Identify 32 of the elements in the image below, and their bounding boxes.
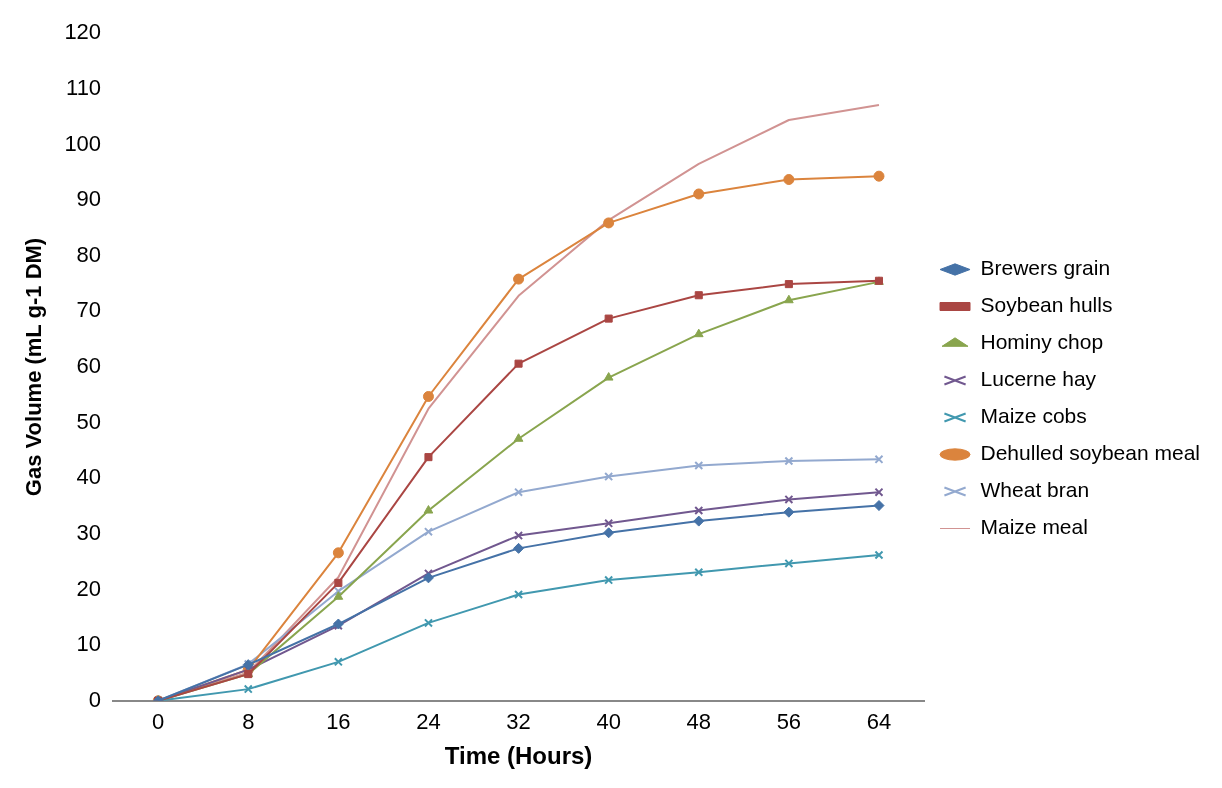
x-tick-label: 48: [686, 709, 712, 735]
legend-label: Maize meal: [980, 515, 1088, 539]
x-tick-label: 56: [776, 709, 802, 735]
legend-label: Dehulled soybean meal: [980, 441, 1201, 465]
y-tick-label: 0: [88, 686, 102, 712]
legend-label: Wheat bran: [980, 478, 1090, 502]
x-tick-label: 32: [506, 709, 531, 735]
y-tick-label: 40: [76, 464, 102, 490]
legend-label: Lucerne hay: [980, 367, 1097, 391]
legend-label: Soybean hulls: [980, 293, 1113, 317]
y-tick-label: 50: [76, 408, 102, 434]
y-tick-label: 20: [76, 575, 102, 601]
y-tick-label: 100: [64, 130, 102, 156]
x-tick-label: 8: [242, 709, 255, 735]
y-tick-label: 60: [76, 353, 102, 379]
x-tick-label: 40: [596, 709, 621, 735]
legend-label: Brewers grain: [980, 256, 1111, 280]
y-tick-label: 90: [76, 186, 102, 212]
y-tick-label: 110: [66, 74, 102, 100]
y-tick-label: 10: [76, 631, 102, 657]
x-tick-label: 16: [326, 709, 351, 735]
x-tick-label: 0: [152, 709, 165, 735]
y-axis-title: Gas Volume (mL g-1 DM): [21, 237, 47, 497]
y-tick-label: 30: [76, 519, 102, 545]
legend-label: Maize cobs: [980, 404, 1087, 428]
x-tick-label: 24: [416, 709, 441, 735]
x-tick-label: 64: [866, 709, 892, 735]
legend-label: Hominy chop: [980, 330, 1104, 354]
x-axis-title: Time (Hours): [444, 742, 593, 770]
y-tick-label: 120: [64, 19, 102, 45]
y-tick-label: 80: [76, 241, 102, 267]
y-tick-label: 70: [76, 297, 102, 323]
